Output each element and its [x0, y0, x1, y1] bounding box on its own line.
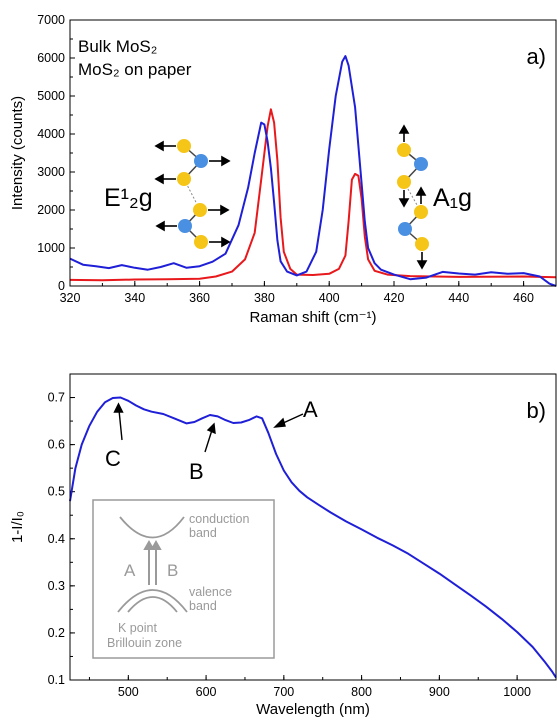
inset-label-k-point: K point — [118, 621, 157, 635]
panel-b-series — [69, 396, 557, 679]
sulfur-atom — [194, 235, 208, 249]
panel-b-frame — [69, 373, 557, 681]
x-tick-label: 1000 — [503, 685, 531, 699]
inset-label-b: B — [167, 561, 178, 580]
y-tick-label: 7000 — [37, 13, 65, 27]
peak-label-b: B — [189, 459, 204, 484]
y-tick-label: 0 — [58, 279, 65, 293]
molybdenum-atom — [414, 157, 428, 171]
x-tick-label: 340 — [124, 291, 145, 305]
y-tick-label: 2000 — [37, 203, 65, 217]
e2g-mode-schematic — [154, 139, 231, 249]
y-tick-label: 0.1 — [48, 673, 65, 687]
y-tick-label: 0.3 — [48, 579, 65, 593]
x-tick-label: 400 — [319, 291, 340, 305]
panel-a-label: a) — [526, 44, 546, 69]
inset-label-valence-band: band — [189, 599, 217, 613]
x-tick-label: 440 — [448, 291, 469, 305]
y-tick-label: 4000 — [37, 127, 65, 141]
x-tick-label: 360 — [189, 291, 210, 305]
inset-label-brillouin-zone: Brillouin zone — [107, 636, 182, 650]
x-tick-label: 600 — [196, 685, 217, 699]
molybdenum-atom — [398, 222, 412, 236]
y-tick-label: 6000 — [37, 51, 65, 65]
molybdenum-atom — [194, 154, 208, 168]
x-tick-label: 700 — [273, 685, 294, 699]
y-tick-label: 0.6 — [48, 438, 65, 452]
x-tick-label: 380 — [254, 291, 275, 305]
y-tick-label: 0.2 — [48, 626, 65, 640]
panel-b-y-ticks: 0.1 0.2 0.3 0.4 0.5 0.6 0.7 — [48, 373, 75, 687]
x-tick-label: 460 — [513, 291, 534, 305]
x-tick-label: 800 — [351, 685, 372, 699]
y-tick-label: 5000 — [37, 89, 65, 103]
peak-label-a: A — [303, 397, 318, 422]
sulfur-atom — [177, 139, 191, 153]
sulfur-atom — [397, 143, 411, 157]
sulfur-atom — [193, 203, 207, 217]
legend-entry-paper: MoS₂ on paper — [78, 60, 192, 79]
panel-a-series — [69, 55, 557, 287]
sulfur-atom — [414, 205, 428, 219]
e2g-mode-label: E¹₂g — [104, 184, 153, 212]
x-tick-label: 500 — [118, 685, 139, 699]
a1g-mode-schematic — [397, 124, 429, 270]
panel-a-ylabel: Intensity (counts) — [9, 96, 26, 210]
panel-a-frame — [69, 19, 557, 287]
band-diagram-inset: conduction band valence band K point Bri… — [92, 499, 275, 659]
a1g-mode-label: A₁g — [433, 184, 472, 212]
y-tick-label: 1000 — [37, 241, 65, 255]
x-tick-label: 320 — [60, 291, 81, 305]
inset-label-conduction: conduction — [189, 512, 250, 526]
panel-b-xlabel: Wavelength (nm) — [256, 701, 370, 718]
legend-entry-bulk: Bulk MoS₂ — [78, 37, 157, 56]
y-tick-label: 0.5 — [48, 485, 65, 499]
y-tick-label: 0.7 — [48, 391, 65, 405]
peak-arrows — [113, 402, 304, 453]
peak-label-c: C — [105, 446, 121, 471]
series-line — [69, 396, 557, 679]
legend: Bulk MoS₂ MoS₂ on paper — [78, 37, 192, 79]
sulfur-atom — [177, 172, 191, 186]
panel-b-x-ticks: 500 600 700 800 900 1000 — [88, 675, 557, 699]
inset-label-conduction-band: band — [189, 526, 217, 540]
panel-b: 0.1 0.2 0.3 0.4 0.5 0.6 0.7 500 600 700 800 900 100… — [9, 373, 557, 718]
panel-b-label: b) — [526, 398, 546, 423]
molybdenum-atom — [178, 219, 192, 233]
sulfur-atom — [415, 237, 429, 251]
y-tick-label: 0.4 — [48, 532, 65, 546]
panel-b-ylabel: 1-I/I₀ — [9, 511, 26, 543]
series-line — [69, 55, 557, 287]
x-tick-label: 420 — [384, 291, 405, 305]
inset-label-a: A — [124, 561, 136, 580]
x-tick-label: 900 — [429, 685, 450, 699]
panel-a-x-ticks: 320 340 360 380 400 420 440 460 — [60, 281, 557, 305]
inset-label-valence: valence — [189, 585, 232, 599]
sulfur-atom — [397, 175, 411, 189]
panel-a-xlabel: Raman shift (cm⁻¹) — [249, 309, 376, 326]
y-tick-label: 3000 — [37, 165, 65, 179]
panel-a-y-ticks: 0 1000 2000 3000 4000 5000 6000 7000 — [37, 13, 75, 293]
